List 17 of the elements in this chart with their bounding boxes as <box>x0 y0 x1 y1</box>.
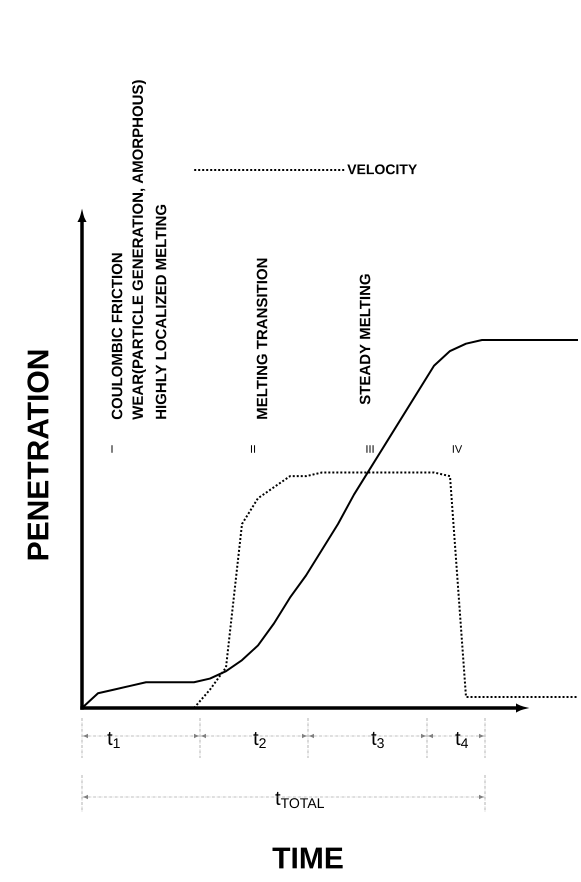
text: t$_{4}$ <box>455 732 468 748</box>
annotation: STEADY MELTING <box>360 274 370 404</box>
annotation: I <box>111 445 113 453</box>
text: VELOCITY <box>347 164 417 174</box>
annotation: II <box>250 445 256 453</box>
annotation: IV <box>452 445 462 453</box>
text: t$_{2}$ <box>253 732 266 748</box>
text: t$_{1}$ <box>107 732 120 748</box>
annotation: HIGHLY LOCALIZED MELTING <box>156 204 166 419</box>
annotation: III <box>366 445 374 453</box>
annotation: WEAR(PARTICLE GENERATION, AMORPHOUS) <box>132 80 146 420</box>
text: t$_{TOTAL}$ <box>275 792 324 808</box>
y-axis-title: PENETRATION <box>27 350 49 560</box>
annotation: MELTING TRANSITION <box>256 258 268 419</box>
x-axis-title: TIME <box>272 848 343 868</box>
annotation: COULOMBIC FRICTION <box>112 253 122 420</box>
text: t$_{3}$ <box>371 732 384 748</box>
